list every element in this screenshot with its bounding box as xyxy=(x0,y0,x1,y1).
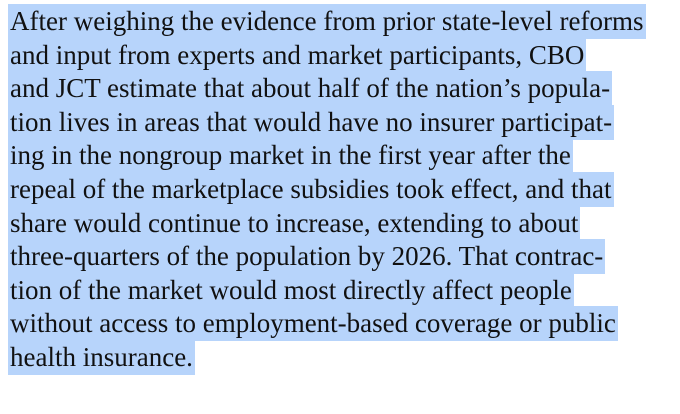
highlighted-text[interactable]: ing in the nongroup market in the first … xyxy=(8,138,573,174)
highlighted-text[interactable]: without access to employment-based cover… xyxy=(8,306,618,342)
text-line-10: without access to employment-based cover… xyxy=(8,306,680,342)
text-line-5: ing in the nongroup market in the first … xyxy=(8,138,680,174)
highlighted-text[interactable]: and JCT estimate that about half of the … xyxy=(8,71,613,107)
text-line-8: three-quarters of the population by 2026… xyxy=(8,239,680,275)
selected-paragraph[interactable]: After weighing the evidence from prior s… xyxy=(8,4,680,375)
text-line-7: share would continue to increase, extend… xyxy=(8,205,680,241)
highlighted-text[interactable]: tion of the market would most directly a… xyxy=(8,272,574,308)
highlighted-text[interactable]: After weighing the evidence from prior s… xyxy=(8,4,646,39)
text-line-2: and input from experts and market partic… xyxy=(8,37,680,73)
text-line-3: and JCT estimate that about half of the … xyxy=(8,71,680,107)
highlighted-text[interactable]: repeal of the marketplace subsidies took… xyxy=(8,171,614,207)
text-line-11: health insurance. xyxy=(8,339,680,375)
text-line-6: repeal of the marketplace subsidies took… xyxy=(8,171,680,207)
text-line-9: tion of the market would most directly a… xyxy=(8,272,680,308)
highlighted-text[interactable]: health insurance. xyxy=(8,339,195,375)
highlighted-text[interactable]: three-quarters of the population by 2026… xyxy=(8,239,606,275)
text-line-4: tion lives in areas that would have no i… xyxy=(8,104,680,140)
text-line-1: After weighing the evidence from prior s… xyxy=(8,4,680,39)
highlighted-text[interactable]: and input from experts and market partic… xyxy=(8,37,587,73)
highlighted-text[interactable]: share would continue to increase, extend… xyxy=(8,205,581,241)
highlighted-text[interactable]: tion lives in areas that would have no i… xyxy=(8,104,615,140)
